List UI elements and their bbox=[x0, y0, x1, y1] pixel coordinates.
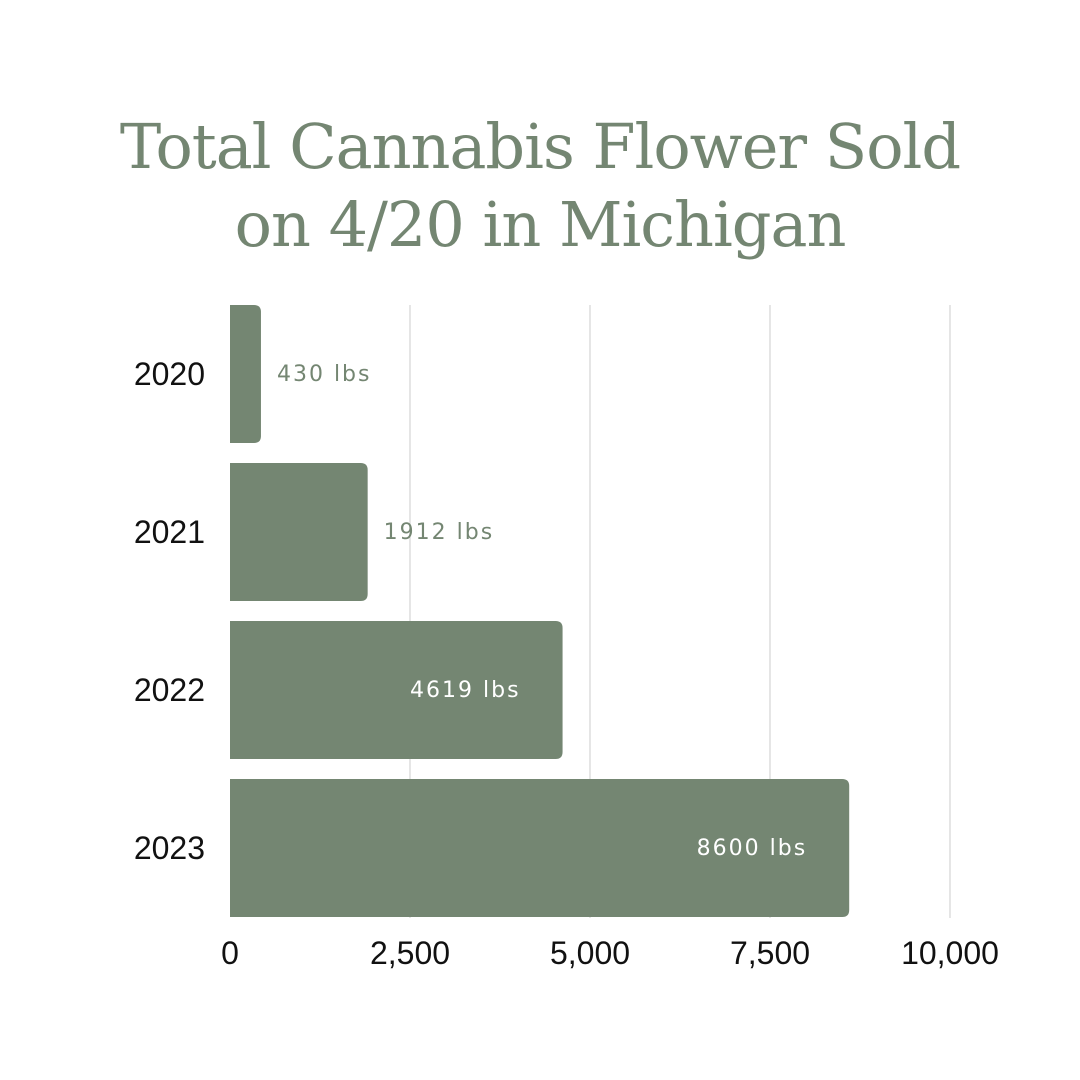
category-label: 2023 bbox=[134, 830, 205, 866]
x-tick-label: 2,500 bbox=[370, 935, 450, 971]
value-axis: 0 2,500 5,000 7,500 10,000 bbox=[221, 935, 999, 971]
x-tick-label: 5,000 bbox=[550, 935, 630, 971]
bar-2023 bbox=[230, 779, 850, 917]
x-tick-label: 10,000 bbox=[901, 935, 999, 971]
x-tick-label: 0 bbox=[221, 935, 239, 971]
bar-2020 bbox=[230, 305, 261, 443]
chart-title: Total Cannabis Flower Sold on 4/20 in Mi… bbox=[0, 108, 1080, 264]
x-tick-label: 7,500 bbox=[730, 935, 810, 971]
category-label: 2021 bbox=[134, 514, 205, 550]
bars: 430 lbs 1912 lbs 4619 lbs 8600 lbs bbox=[230, 305, 850, 917]
category-label: 2022 bbox=[134, 672, 205, 708]
chart-title-line-2: on 4/20 in Michigan bbox=[234, 188, 847, 261]
bar-2021 bbox=[230, 463, 368, 601]
data-label: 1912 lbs bbox=[384, 520, 495, 545]
data-label: 430 lbs bbox=[277, 362, 372, 387]
category-axis: 2020 2021 2022 2023 bbox=[134, 356, 205, 866]
data-label: 4619 lbs bbox=[410, 678, 521, 703]
chart-title-line-1: Total Cannabis Flower Sold bbox=[119, 110, 961, 183]
bar-2022 bbox=[230, 621, 563, 759]
category-label: 2020 bbox=[134, 356, 205, 392]
data-label: 8600 lbs bbox=[697, 836, 808, 861]
